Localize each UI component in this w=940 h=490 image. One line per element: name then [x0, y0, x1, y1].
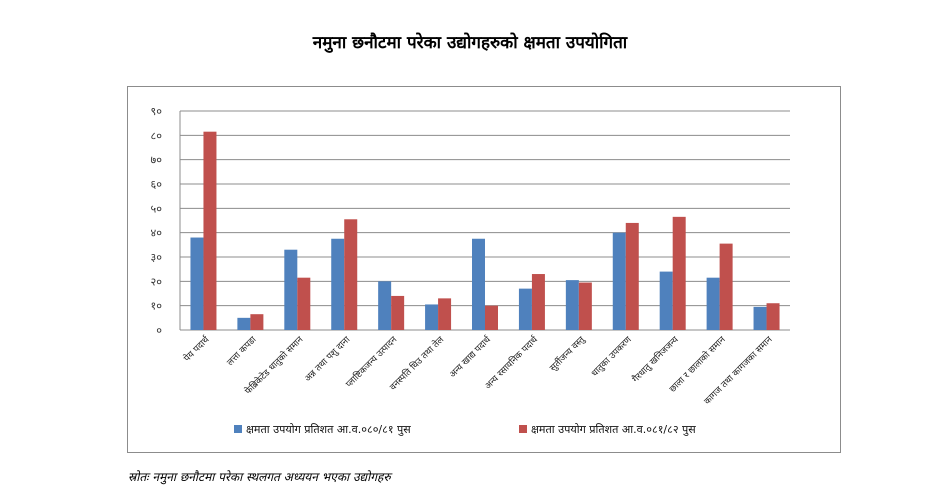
- bar-series-1: [659, 271, 673, 330]
- bar-series-2: [438, 298, 452, 330]
- bar-series-2: [203, 131, 217, 330]
- bar-series-2: [391, 295, 405, 330]
- x-tick-label: पेय पदार्थ: [181, 333, 212, 364]
- y-tick-label: ९०: [151, 105, 163, 118]
- y-tick-label: ७०: [151, 154, 163, 167]
- x-tick-label: अन्न तथा पशु दाना: [303, 335, 353, 385]
- bar-series-1: [753, 306, 767, 330]
- x-tick-label: अन्य खाद्य पदार्थ: [447, 333, 494, 380]
- bar-series-1: [190, 237, 204, 330]
- bar-series-1: [472, 238, 485, 330]
- source-note: स्रोतः नमुना छनौटमा परेका स्थलगत अध्ययन …: [128, 470, 391, 484]
- bar-series-2: [297, 277, 311, 330]
- bar-series-2: [250, 314, 264, 330]
- bar-series-1: [425, 304, 439, 330]
- bar-series-1: [565, 280, 579, 330]
- y-tick-label: ०: [156, 324, 162, 337]
- bar-series-2: [485, 305, 498, 330]
- bar-series-2: [766, 303, 780, 330]
- bar-series-1: [331, 238, 345, 330]
- chart-title: नमुना छनौटमा परेका उद्योगहरुको क्षमता उप…: [312, 33, 628, 53]
- y-tick-label: ६०: [151, 178, 163, 191]
- y-tick-label: २०: [151, 275, 163, 288]
- bar-series-1: [706, 277, 720, 330]
- bar-series-2: [672, 216, 686, 330]
- y-tick-label: ८०: [151, 129, 163, 142]
- legend-label: क्षमता उपयोग प्रतिशत आ.व.०८०/८१ पुस: [246, 423, 411, 436]
- bar-series-1: [612, 232, 626, 330]
- legend-swatch: [519, 425, 527, 433]
- bar-series-2: [578, 282, 592, 330]
- legend-label: क्षमता उपयोग प्रतिशत आ.व.०८१/८२ पुस: [531, 423, 696, 436]
- bar-series-2: [625, 222, 639, 330]
- bar-series-2: [719, 243, 733, 330]
- bar-series-2: [531, 274, 545, 330]
- bar-series-1: [518, 288, 532, 330]
- bar-series-1: [378, 281, 392, 330]
- y-tick-label: ३०: [151, 251, 163, 264]
- y-tick-label: ५०: [151, 202, 163, 215]
- legend-swatch: [234, 425, 242, 433]
- bar-series-1: [237, 317, 251, 330]
- bar-series-2: [344, 219, 358, 330]
- bar-series-1: [284, 249, 298, 330]
- x-tick-label: धातुका उपकरण: [590, 335, 634, 379]
- y-tick-label: १०: [151, 300, 163, 313]
- x-tick-label: गैरधातु खनिजजन्य: [630, 333, 682, 385]
- x-tick-label: सुर्तीजन्य वस्तु: [547, 333, 588, 374]
- y-tick-label: ४०: [151, 227, 163, 240]
- x-tick-label: लत्ता कपडा: [225, 335, 258, 368]
